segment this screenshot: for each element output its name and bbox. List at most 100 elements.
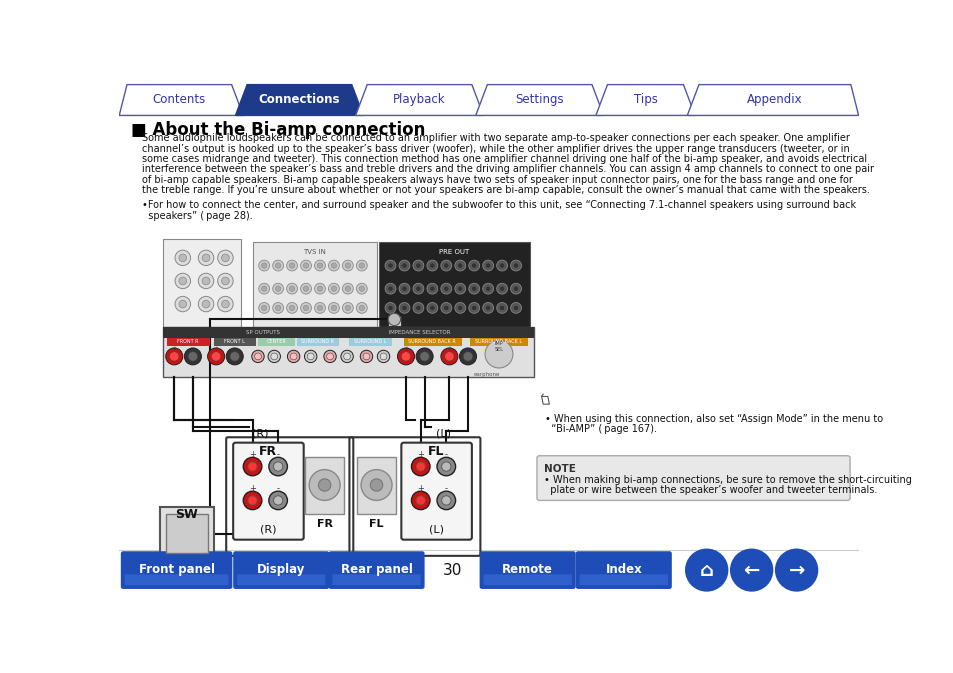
FancyBboxPatch shape (305, 456, 344, 514)
Circle shape (275, 286, 280, 291)
Circle shape (411, 491, 430, 509)
Circle shape (273, 260, 283, 271)
Circle shape (485, 263, 491, 269)
FancyBboxPatch shape (163, 239, 241, 327)
Text: -: - (192, 346, 193, 352)
Polygon shape (235, 85, 363, 115)
Circle shape (443, 286, 449, 291)
Circle shape (268, 350, 280, 363)
Circle shape (510, 303, 521, 314)
Circle shape (184, 348, 201, 365)
Circle shape (485, 286, 491, 291)
FancyBboxPatch shape (213, 338, 256, 346)
Circle shape (290, 353, 296, 360)
Circle shape (221, 254, 229, 262)
Circle shape (387, 286, 393, 291)
Text: Connections: Connections (258, 93, 340, 106)
Text: the treble range. If you’re unsure about whether or not your speakers are bi-amp: the treble range. If you’re unsure about… (142, 185, 869, 195)
Circle shape (342, 260, 353, 271)
Text: Contents: Contents (152, 93, 206, 106)
Circle shape (774, 548, 818, 592)
Circle shape (202, 254, 210, 262)
Text: • When making bi-amp connections, be sure to remove the short-circuiting: • When making bi-amp connections, be sur… (543, 475, 911, 485)
Circle shape (482, 303, 493, 314)
Circle shape (387, 263, 393, 269)
Polygon shape (119, 85, 243, 115)
Circle shape (498, 286, 504, 291)
Circle shape (221, 277, 229, 285)
Circle shape (258, 283, 270, 294)
Circle shape (427, 260, 437, 271)
Polygon shape (355, 85, 483, 115)
Text: SURROUND BACK R: SURROUND BACK R (408, 339, 456, 345)
Text: IMP
SEL: IMP SEL (494, 341, 503, 352)
Circle shape (221, 300, 229, 308)
Circle shape (248, 496, 257, 505)
Text: TVS IN: TVS IN (303, 249, 326, 254)
Text: Rear panel: Rear panel (340, 563, 412, 576)
Text: SURROUND L: SURROUND L (354, 339, 386, 345)
Text: +: + (446, 346, 452, 352)
Circle shape (401, 306, 407, 311)
Circle shape (326, 353, 334, 360)
FancyBboxPatch shape (579, 574, 667, 585)
Circle shape (398, 283, 410, 294)
Text: SW: SW (175, 507, 198, 521)
Circle shape (286, 303, 297, 314)
FancyBboxPatch shape (166, 514, 208, 553)
Circle shape (300, 303, 311, 314)
Circle shape (343, 353, 350, 360)
FancyBboxPatch shape (125, 574, 229, 585)
Text: speakers” ( page 28).: speakers” ( page 28). (142, 211, 253, 221)
Circle shape (323, 350, 335, 363)
Circle shape (303, 263, 309, 269)
Circle shape (385, 260, 395, 271)
Circle shape (360, 470, 392, 501)
Circle shape (261, 306, 267, 311)
Text: +: + (213, 346, 219, 352)
Circle shape (471, 263, 476, 269)
Text: +: + (249, 450, 255, 460)
Text: Remote: Remote (501, 563, 553, 576)
Circle shape (275, 306, 280, 311)
Circle shape (345, 286, 350, 291)
Circle shape (416, 306, 420, 311)
Circle shape (300, 260, 311, 271)
Circle shape (416, 348, 433, 365)
Text: FRONT L: FRONT L (224, 339, 245, 345)
Circle shape (289, 306, 294, 311)
Circle shape (510, 260, 521, 271)
Circle shape (358, 306, 364, 311)
Circle shape (230, 352, 239, 361)
Circle shape (258, 303, 270, 314)
Circle shape (436, 457, 456, 476)
Text: earphone: earphone (474, 372, 500, 378)
Circle shape (510, 283, 521, 294)
FancyBboxPatch shape (163, 327, 534, 377)
Circle shape (328, 303, 339, 314)
Text: FL: FL (369, 518, 383, 528)
Circle shape (440, 283, 452, 294)
Circle shape (443, 263, 449, 269)
Circle shape (202, 300, 210, 308)
Circle shape (387, 306, 393, 311)
FancyBboxPatch shape (159, 507, 213, 561)
Circle shape (328, 283, 339, 294)
Circle shape (314, 303, 325, 314)
Text: CENTER: CENTER (267, 339, 286, 345)
Text: -: - (276, 450, 279, 460)
Circle shape (275, 263, 280, 269)
FancyBboxPatch shape (479, 551, 575, 589)
Circle shape (363, 353, 370, 360)
Circle shape (303, 306, 309, 311)
Text: -: - (444, 485, 447, 493)
Circle shape (440, 260, 452, 271)
Circle shape (401, 263, 407, 269)
Circle shape (356, 303, 367, 314)
Circle shape (307, 353, 314, 360)
FancyBboxPatch shape (356, 456, 395, 514)
Text: Some audiophile loudspeakers can be connected to an amplifier with two separate : Some audiophile loudspeakers can be conn… (142, 133, 849, 143)
Circle shape (455, 283, 465, 294)
Text: (L): (L) (436, 429, 451, 438)
Circle shape (459, 348, 476, 365)
